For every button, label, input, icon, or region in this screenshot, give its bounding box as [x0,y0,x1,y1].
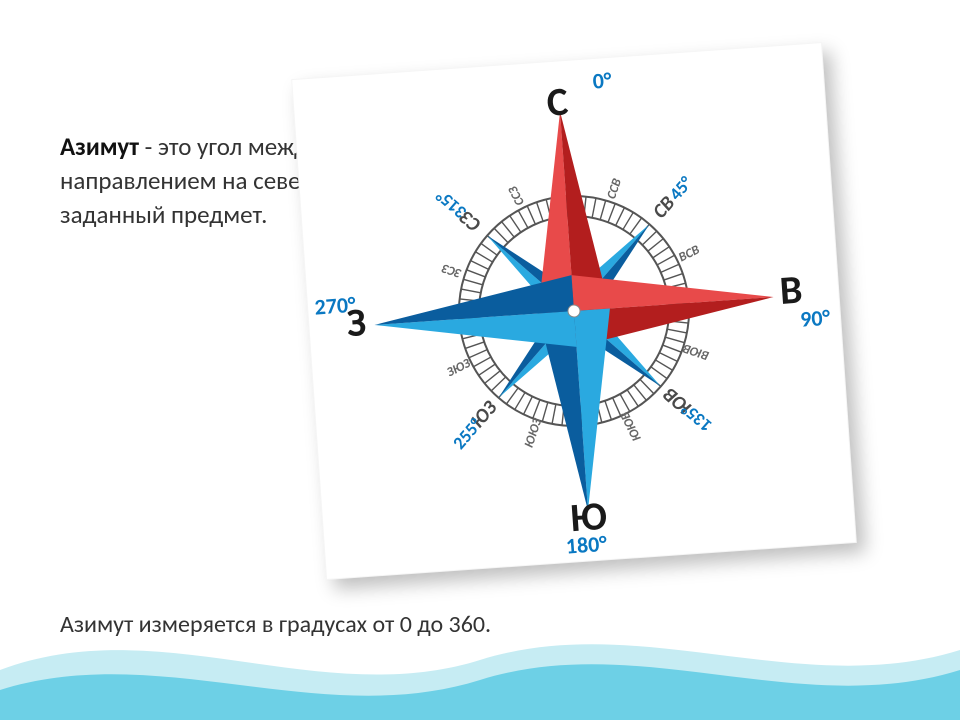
term: Азимут [60,131,139,162]
cardinal-label: С [545,76,570,126]
cardinal-angle: 90° [799,304,831,333]
slide: Азимут - это угол между направлением на … [0,0,960,720]
compass-card: С0°В90°Ю180°З270°СВ45°ЮВ135°ЮЗ255°СЗ315°… [291,42,857,580]
compass-card-inner: С0°В90°Ю180°З270°СВ45°ЮВ135°ЮЗ255°СЗ315°… [292,43,856,579]
cardinal-angle: 270° [314,291,357,321]
range-text: Азимут измеряется в градусах от 0 до 360… [60,610,491,639]
cardinal-angle: 0° [592,66,613,94]
cardinal-angle: 180° [565,530,608,560]
compass-rose [329,66,820,557]
